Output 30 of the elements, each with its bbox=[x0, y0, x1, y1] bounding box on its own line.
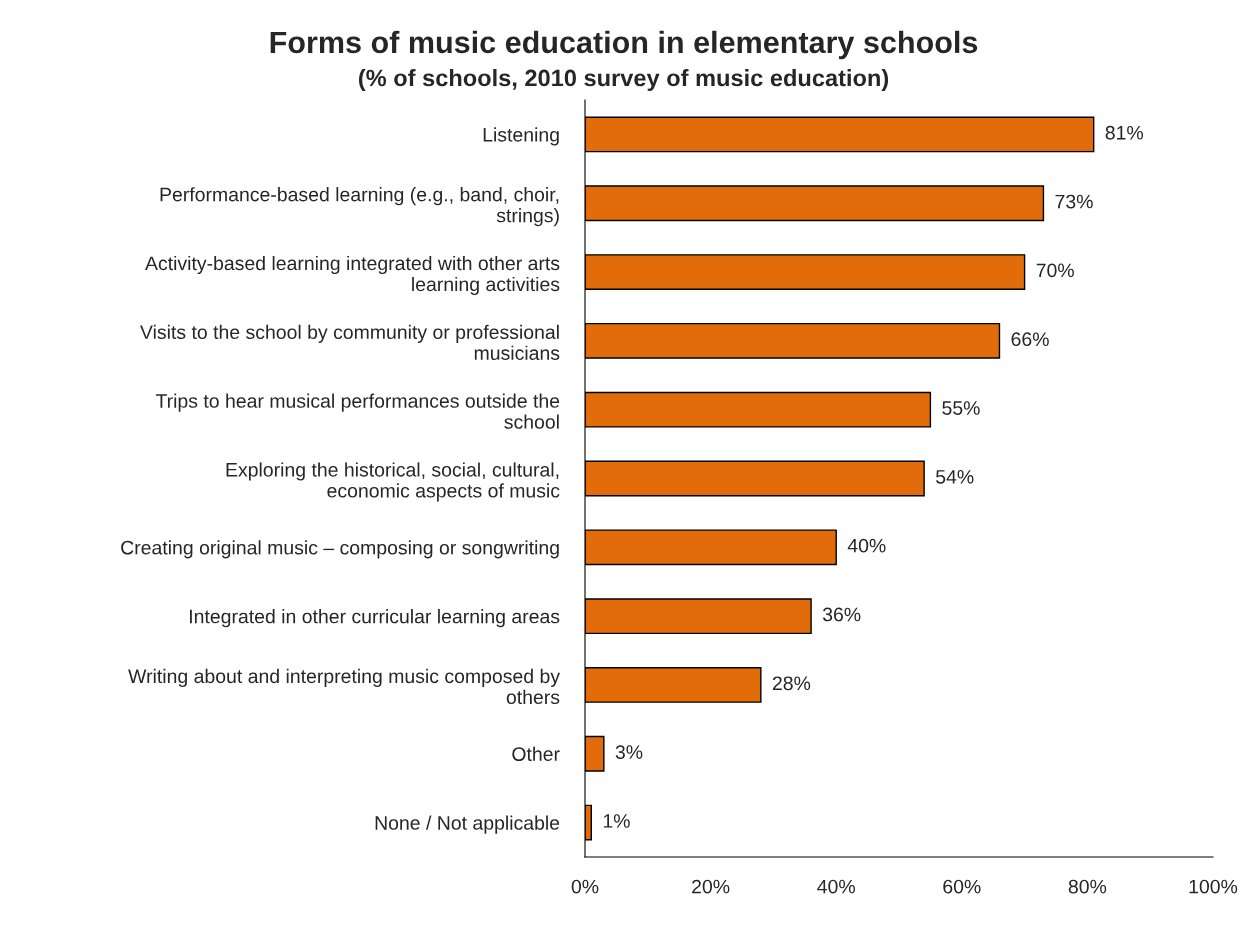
y-tick-label: Integrated in other curricular learning areas bbox=[190, 609, 560, 628]
data-label: 70% bbox=[1036, 263, 1074, 278]
x-tick-label: 20% bbox=[692, 879, 730, 894]
data-label: 54% bbox=[936, 470, 974, 484]
y-tick-label: Exploring the historical, social, cultural, economic aspects of music bbox=[226, 462, 560, 502]
y-tick-label: Listening bbox=[483, 127, 559, 146]
chart-subtitle: (% of schools, 2010 survey of music education) bbox=[359, 69, 889, 92]
y-tick-label: Visits to the school by community or professional musicians bbox=[140, 324, 560, 360]
x-tick-label: 100% bbox=[1189, 879, 1238, 894]
data-label: 55% bbox=[942, 401, 980, 415]
x-tick-label: 60% bbox=[943, 879, 981, 894]
y-tick-label: Creating original music – composing or songwriting bbox=[121, 540, 559, 559]
data-label: 66% bbox=[1011, 332, 1049, 347]
chart-title: Forms of music education in elementary schools bbox=[270, 30, 978, 60]
y-tick-label: Performance-based learning (e.g., band, choir, strings) bbox=[160, 187, 559, 227]
data-label: 36% bbox=[822, 607, 861, 622]
data-label: 3% bbox=[615, 745, 643, 759]
data-label: 1% bbox=[603, 814, 630, 828]
x-tick-label: 80% bbox=[1068, 879, 1107, 894]
data-label: 73% bbox=[1055, 194, 1093, 209]
data-label: 81% bbox=[1105, 125, 1144, 140]
x-tick-label: 0% bbox=[571, 879, 599, 894]
data-label: 28% bbox=[772, 676, 811, 691]
y-tick-label: Writing about and interpreting music composed by others bbox=[128, 668, 560, 705]
x-tick-label: 40% bbox=[817, 879, 855, 894]
y-tick-label: Trips to hear musical performances outside the school bbox=[155, 393, 560, 429]
data-label: 40% bbox=[847, 538, 886, 553]
y-tick-label: None / Not applicable bbox=[375, 815, 560, 834]
y-tick-label: Other bbox=[512, 746, 560, 762]
y-tick-label: Activity-based learning integrated with other arts learning activities bbox=[145, 255, 560, 296]
